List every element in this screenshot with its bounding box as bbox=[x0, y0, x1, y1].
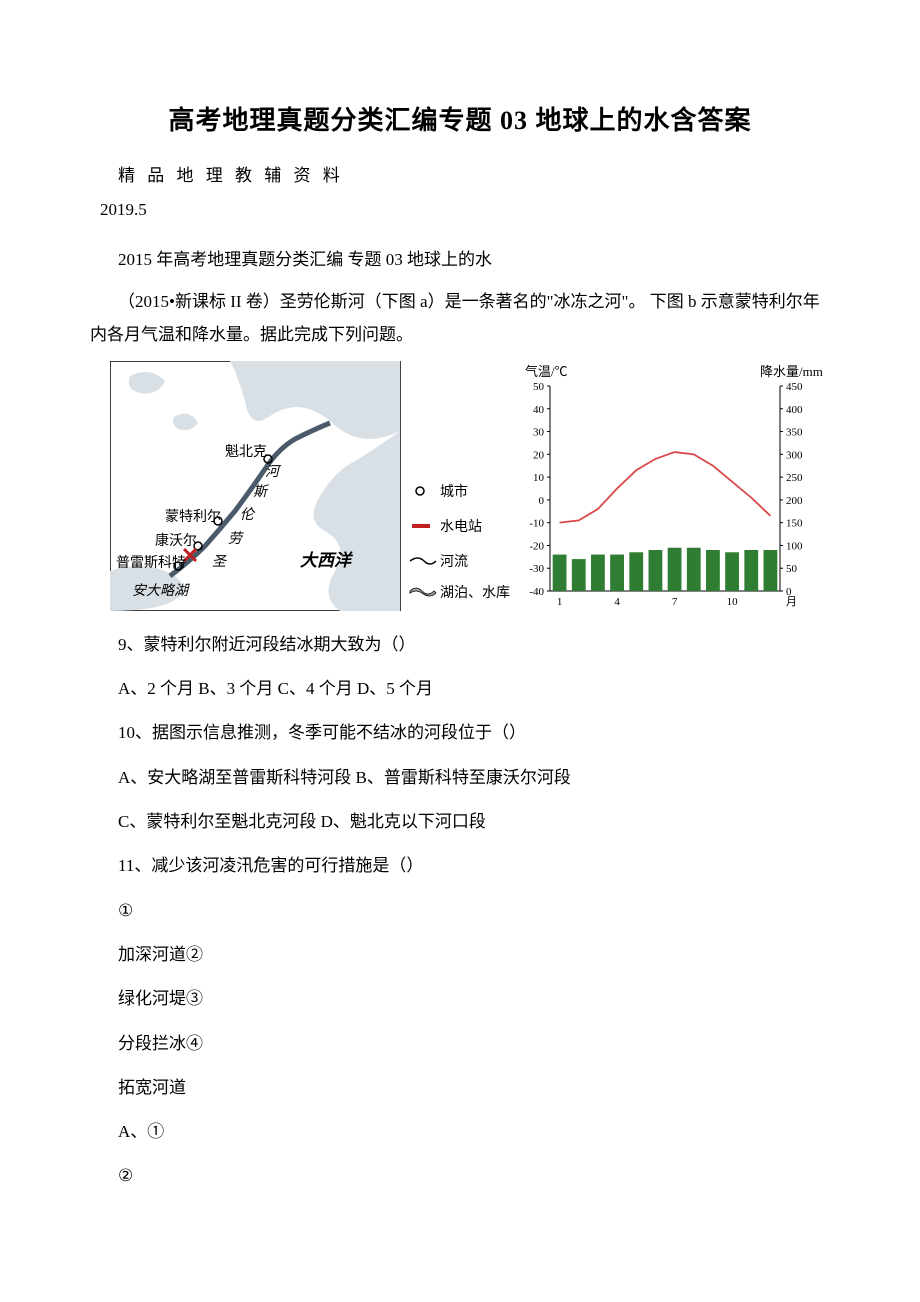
question-10-options-cd: C、蒙特利尔至魁北克河段 D、魁北克以下河口段 bbox=[90, 806, 830, 838]
subtitle: 精 品 地 理 教 辅 资 料 bbox=[90, 161, 830, 186]
label-prescott: 普雷斯科特 bbox=[116, 555, 186, 571]
svg-text:-40: -40 bbox=[529, 586, 544, 598]
legend-lake: 湖泊、水库 bbox=[440, 585, 510, 601]
chart-ylabel-right: 降水量/mm bbox=[760, 364, 823, 379]
svg-text:400: 400 bbox=[786, 404, 803, 416]
measure-1: 加深河道② bbox=[90, 939, 830, 971]
svg-text:250: 250 bbox=[786, 472, 803, 484]
svg-text:月: 月 bbox=[786, 596, 797, 608]
intro-paragraph: （2015•新课标 II 卷）圣劳伦斯河（下图 a）是一条著名的"冰冻之河"。 … bbox=[90, 286, 830, 351]
figure-row: 魁北克 蒙特利尔 康沃尔 普雷斯科特 安大略湖 大西洋 河 斯 伦 劳 圣 城市… bbox=[110, 361, 830, 611]
svg-text:200: 200 bbox=[786, 495, 803, 507]
river-char-4: 圣 bbox=[212, 555, 228, 570]
svg-text:10: 10 bbox=[727, 596, 739, 608]
svg-text:10: 10 bbox=[533, 472, 545, 484]
measure-2: 绿化河堤③ bbox=[90, 983, 830, 1015]
svg-text:30: 30 bbox=[533, 426, 545, 438]
source-line: 2015 年高考地理真题分类汇编 专题 03 地球上的水 bbox=[90, 244, 830, 276]
svg-text:50: 50 bbox=[786, 563, 798, 575]
page-title: 高考地理真题分类汇编专题 03 地球上的水含答案 bbox=[90, 100, 830, 137]
svg-text:4: 4 bbox=[614, 596, 620, 608]
svg-text:350: 350 bbox=[786, 426, 803, 438]
chart-ylabel-left: 气温/℃ bbox=[525, 364, 568, 379]
label-atlantic: 大西洋 bbox=[300, 551, 354, 570]
question-9: 9、蒙特利尔附近河段结冰期大致为（） bbox=[90, 629, 830, 661]
map-figure: 魁北克 蒙特利尔 康沃尔 普雷斯科特 安大略湖 大西洋 河 斯 伦 劳 圣 城市… bbox=[110, 361, 510, 611]
svg-text:300: 300 bbox=[786, 449, 803, 461]
svg-text:150: 150 bbox=[786, 518, 803, 530]
measure-3: 分段拦冰④ bbox=[90, 1028, 830, 1060]
legend-station: 水电站 bbox=[440, 519, 482, 535]
svg-text:100: 100 bbox=[786, 540, 803, 552]
question-10-options-ab: A、安大略湖至普雷斯科特河段 B、普雷斯科特至康沃尔河段 bbox=[90, 762, 830, 794]
question-11: 11、减少该河凌汛危害的可行措施是（） bbox=[90, 850, 830, 882]
svg-text:7: 7 bbox=[672, 596, 678, 608]
date-line: 2019.5 bbox=[90, 200, 830, 220]
svg-text:-30: -30 bbox=[529, 563, 544, 575]
svg-text:50: 50 bbox=[533, 381, 545, 393]
svg-text:-20: -20 bbox=[529, 540, 544, 552]
legend-river: 河流 bbox=[440, 554, 468, 570]
svg-text:0: 0 bbox=[539, 495, 545, 507]
label-cornwall: 康沃尔 bbox=[155, 532, 197, 549]
label-montreal: 蒙特利尔 bbox=[165, 509, 221, 525]
label-ontario: 安大略湖 bbox=[132, 583, 190, 599]
question-9-options: A、2 个月 B、3 个月 C、4 个月 D、5 个月 bbox=[90, 673, 830, 705]
svg-text:-10: -10 bbox=[529, 518, 544, 530]
svg-text:40: 40 bbox=[533, 404, 545, 416]
legend-city: 城市 bbox=[440, 483, 468, 500]
svg-text:1: 1 bbox=[557, 596, 563, 608]
measure-4: 拓宽河道 bbox=[90, 1072, 830, 1104]
svg-text:450: 450 bbox=[786, 381, 803, 393]
map-legend: 城市 水电站 河流 湖泊、水库 bbox=[410, 483, 510, 601]
river-char-2: 伦 bbox=[240, 507, 256, 523]
svg-text:20: 20 bbox=[533, 449, 545, 461]
circled-1: ① bbox=[90, 895, 830, 927]
river-char-3: 劳 bbox=[228, 531, 244, 547]
option-a: A、① bbox=[90, 1116, 830, 1148]
climate-chart: 气温/℃ 降水量/mm -40-30-20-100102030405005010… bbox=[510, 361, 830, 611]
label-quebec: 魁北克 bbox=[225, 444, 267, 460]
question-10: 10、据图示信息推测，冬季可能不结冰的河段位于（） bbox=[90, 717, 830, 749]
circled-2: ② bbox=[90, 1160, 830, 1192]
